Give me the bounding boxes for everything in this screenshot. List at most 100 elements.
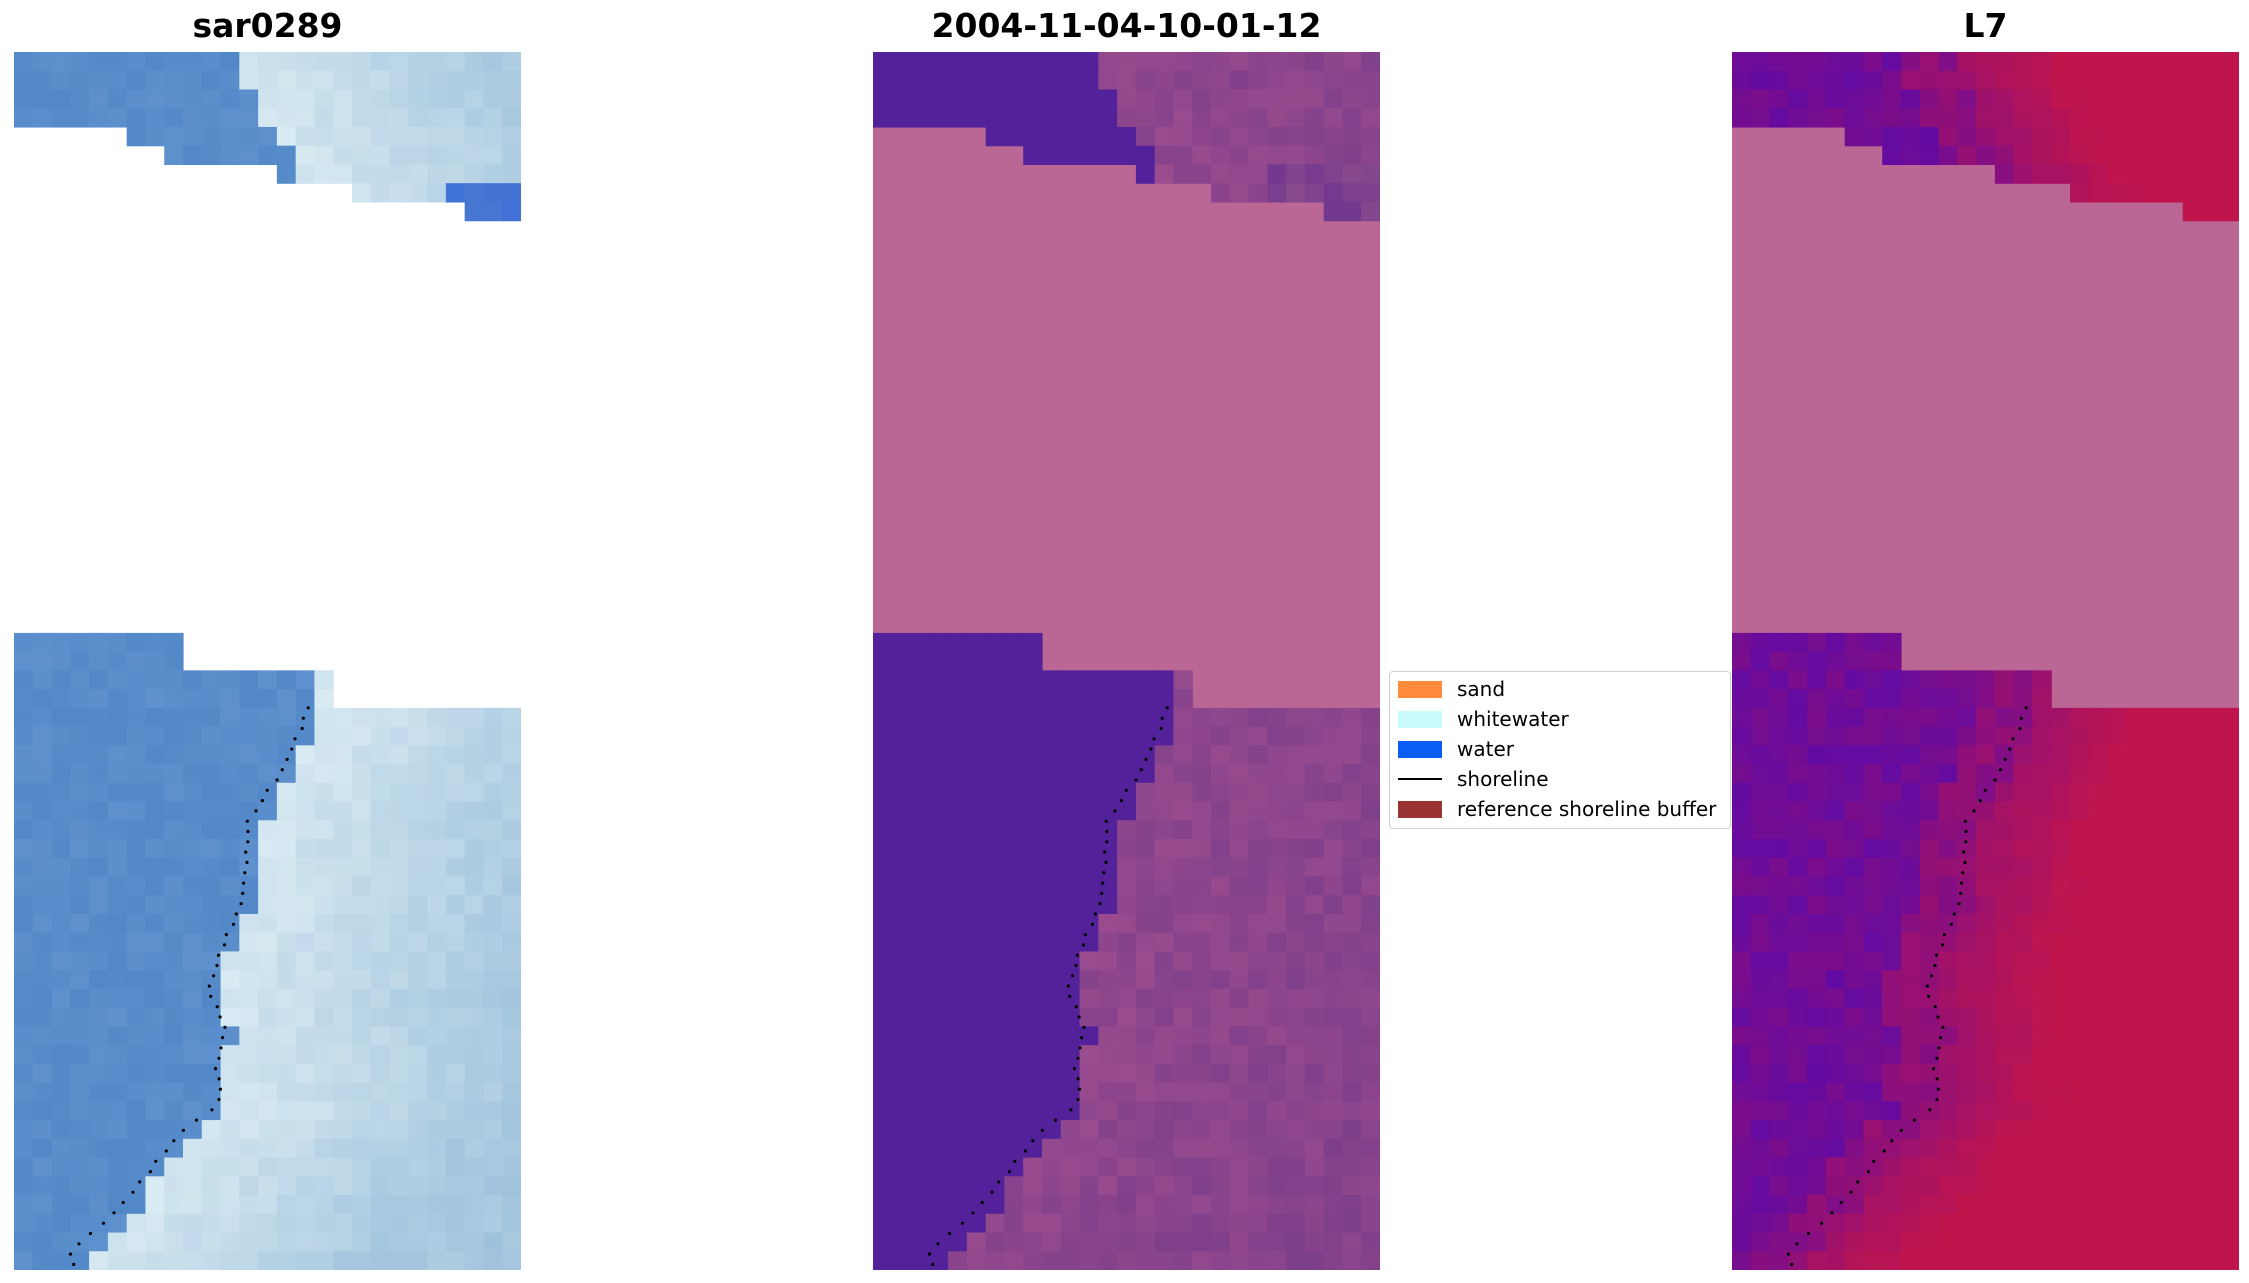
shoreline-point xyxy=(1961,871,1965,875)
shoreline-point xyxy=(1053,1118,1057,1122)
pixel-cell xyxy=(1135,1195,1156,1215)
pixel-cell xyxy=(1267,745,1287,765)
pixel-cell xyxy=(1807,108,1827,128)
pixel-cell xyxy=(1192,1138,1212,1159)
pixel-cell xyxy=(2107,951,2127,971)
shoreline-point xyxy=(215,963,219,968)
pixel-cell xyxy=(1994,951,2015,971)
pixel-cell xyxy=(1323,1195,1344,1215)
shoreline-point xyxy=(1090,922,1094,926)
pixel-cell xyxy=(2201,895,2221,915)
pixel-cell xyxy=(1882,895,1902,915)
pixel-cell xyxy=(1361,1232,1380,1252)
pixel-cell xyxy=(2182,726,2203,746)
pixel-cell xyxy=(183,764,203,784)
pixel-cell xyxy=(389,1251,409,1270)
pixel-cell xyxy=(276,726,297,746)
pixel-cell xyxy=(910,70,930,91)
pixel-cell xyxy=(1135,1138,1156,1159)
pixel-cell xyxy=(2088,108,2109,128)
pixel-cell xyxy=(1192,1176,1212,1196)
pixel-cell xyxy=(2070,164,2090,184)
pixel-cell xyxy=(32,651,53,671)
pixel-cell xyxy=(1304,707,1325,728)
pixel-cell xyxy=(1079,1026,1099,1046)
pixel-cell xyxy=(408,970,428,990)
pixel-cell xyxy=(1844,988,1865,1009)
pixel-cell xyxy=(2051,1157,2071,1177)
pixel-cell xyxy=(1342,1232,1362,1252)
pixel-cell xyxy=(1807,839,1827,859)
pixel-cell xyxy=(1807,70,1827,91)
pixel-cell xyxy=(333,913,353,934)
pixel-cell xyxy=(352,70,372,91)
pixel-cell xyxy=(483,820,503,840)
pixel-cell xyxy=(1135,89,1156,109)
pixel-cell xyxy=(1844,764,1865,784)
pixel-cell xyxy=(891,932,912,953)
pixel-cell xyxy=(295,1007,316,1027)
pixel-cell xyxy=(1286,89,1306,109)
pixel-cell xyxy=(258,1101,278,1121)
legend-item-reference-buffer: reference shoreline buffer xyxy=(1398,796,1716,822)
pixel-cell xyxy=(464,52,485,72)
pixel-cell xyxy=(370,126,391,147)
pixel-cell xyxy=(1192,801,1212,821)
pixel-cell xyxy=(985,745,1006,765)
pixel-cell xyxy=(126,988,147,1009)
pixel-cell xyxy=(1788,970,1808,990)
pixel-cell xyxy=(1117,1101,1137,1121)
pixel-cell xyxy=(1825,1120,1846,1140)
pixel-cell xyxy=(1042,932,1062,953)
pixel-cell xyxy=(295,1251,316,1270)
shoreline-point xyxy=(245,860,249,865)
pixel-cell xyxy=(1060,820,1081,840)
pixel-cell xyxy=(427,1251,447,1270)
pixel-cell xyxy=(1323,876,1344,896)
pixel-cell xyxy=(1042,1232,1062,1252)
pixel-cell xyxy=(2088,1176,2109,1196)
pixel-cell xyxy=(1323,1157,1344,1177)
pixel-cell xyxy=(948,801,968,821)
pixel-cell xyxy=(1732,651,1752,671)
pixel-cell xyxy=(464,951,485,971)
pixel-cell xyxy=(445,108,466,128)
pixel-cell xyxy=(873,820,893,840)
shoreline-point xyxy=(242,881,246,885)
pixel-cell xyxy=(2163,1195,2184,1215)
pixel-cell xyxy=(1267,876,1287,896)
pixel-cell xyxy=(502,183,521,203)
pixel-cell xyxy=(2051,70,2071,91)
pixel-cell xyxy=(1004,1213,1024,1234)
pixel-cell xyxy=(1957,1026,1977,1046)
pixel-cell xyxy=(126,801,147,821)
pixel-cell xyxy=(1788,1120,1808,1140)
pixel-cell xyxy=(1004,70,1024,91)
pixel-cell xyxy=(891,1138,912,1159)
pixel-cell xyxy=(201,1045,222,1065)
pixel-cell xyxy=(985,1026,1006,1046)
pixel-cell xyxy=(1060,689,1081,709)
shoreline-point xyxy=(1105,829,1109,834)
pixel-cell xyxy=(1863,1101,1883,1121)
pixel-cell xyxy=(1919,988,1940,1009)
pixel-cell xyxy=(2013,1045,2034,1065)
pixel-cell xyxy=(70,1213,90,1234)
pixel-cell xyxy=(1098,89,1118,109)
shoreline-point xyxy=(77,1242,81,1246)
pixel-cell xyxy=(1901,1138,1921,1159)
pixel-cell xyxy=(1211,876,1231,896)
pixel-cell xyxy=(126,726,147,746)
pixel-cell xyxy=(1248,1157,1268,1177)
shoreline-point xyxy=(1093,912,1097,916)
pixel-cell xyxy=(333,782,353,803)
pixel-cell xyxy=(1098,801,1118,821)
pixel-cell xyxy=(1211,1026,1231,1046)
pixel-cell xyxy=(1267,1176,1287,1196)
pixel-cell xyxy=(873,801,893,821)
pixel-cell xyxy=(2182,745,2203,765)
pixel-cell xyxy=(1361,745,1380,765)
pixel-cell xyxy=(220,670,240,690)
pixel-cell xyxy=(2107,745,2127,765)
pixel-cell xyxy=(1004,1026,1024,1046)
